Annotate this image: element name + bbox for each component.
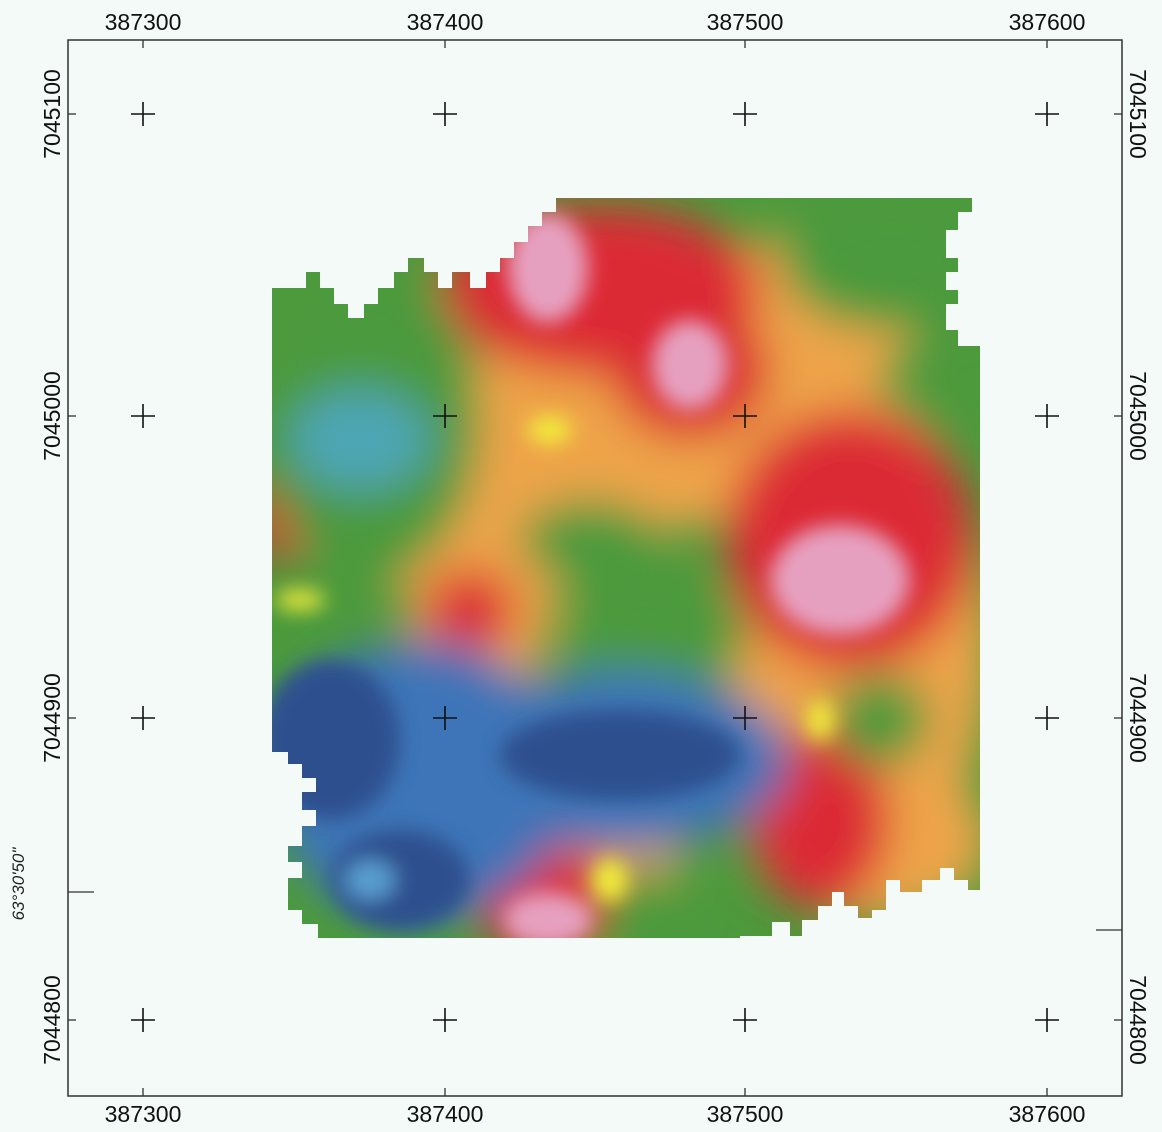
right-northing-label-7045000: 7045000 xyxy=(1125,371,1151,461)
grid-cross-387600-7044900 xyxy=(1035,706,1059,730)
grid-cross-387400-7044800 xyxy=(433,1008,457,1032)
grid-cross-387300-7044900 xyxy=(131,706,155,730)
right-northing-label-7045100: 7045100 xyxy=(1125,69,1151,159)
grid-cross-387500-7045100 xyxy=(733,102,757,126)
grid-cross-387400-7045000 xyxy=(433,404,457,428)
bottom-easting-label-387500: 387500 xyxy=(707,1101,784,1127)
grid-cross-387300-7045000 xyxy=(131,404,155,428)
frame-ticks xyxy=(68,40,1122,1096)
grid-cross-387400-7044900 xyxy=(433,706,457,730)
grid-cross-387600-7044800 xyxy=(1035,1008,1059,1032)
left-northing-label-7045000: 7045000 xyxy=(39,371,65,461)
grid-cross-387500-7045000 xyxy=(733,404,757,428)
bottom-easting-label-387300: 387300 xyxy=(105,1101,182,1127)
survey-colour-surface xyxy=(272,198,980,938)
grid-cross-387400-7045100 xyxy=(433,102,457,126)
left-northing-label-7045100: 7045100 xyxy=(39,69,65,159)
top-easting-label-387600: 387600 xyxy=(1009,9,1086,35)
bottom-easting-label-387400: 387400 xyxy=(407,1101,484,1127)
right-northing-label-7044900: 7044900 xyxy=(1125,673,1151,763)
grid-cross-markers xyxy=(131,102,1059,1032)
grid-cross-387300-7045100 xyxy=(131,102,155,126)
latitude-label: 63°30'50" xyxy=(9,847,28,921)
top-easting-label-387400: 387400 xyxy=(407,9,484,35)
grid-cross-387300-7044800 xyxy=(131,1008,155,1032)
grid-cross-387600-7045100 xyxy=(1035,102,1059,126)
left-northing-label-7044800: 7044800 xyxy=(39,975,65,1065)
top-easting-label-387500: 387500 xyxy=(707,9,784,35)
top-easting-label-387300: 387300 xyxy=(105,9,182,35)
right-northing-label-7044800: 7044800 xyxy=(1125,975,1151,1065)
grid-cross-387500-7044800 xyxy=(733,1008,757,1032)
grid-cross-387500-7044900 xyxy=(733,706,757,730)
bottom-easting-label-387600: 387600 xyxy=(1009,1101,1086,1127)
grid-cross-387600-7045000 xyxy=(1035,404,1059,428)
left-northing-label-7044900: 7044900 xyxy=(39,673,65,763)
